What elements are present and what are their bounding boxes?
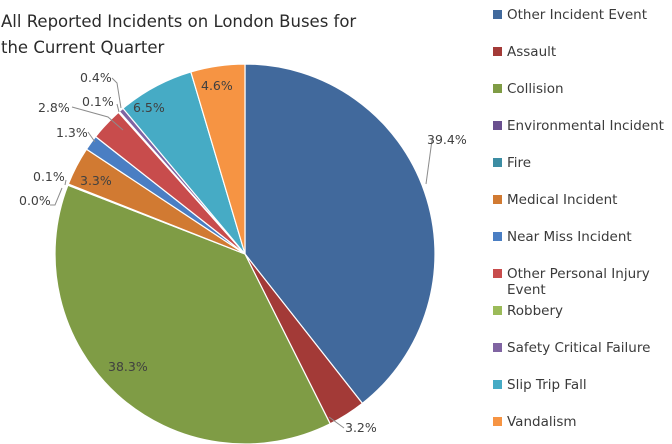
leader-line-other-personal-injury-event <box>71 106 124 131</box>
legend-item-other-incident-event: Other Incident Event <box>493 7 647 23</box>
legend-swatch-other-incident-event <box>493 10 502 19</box>
data-label-other-incident-event: 39.4% <box>427 132 467 147</box>
legend-swatch-medical-incident <box>493 195 502 204</box>
pie-slices <box>54 63 436 444</box>
pie-slice-other-incident-event <box>244 63 436 405</box>
legend-label-fire: Fire <box>507 155 531 171</box>
data-label-other-personal-injury-event: 2.8% <box>38 100 70 115</box>
legend-item-fire: Fire <box>493 155 531 171</box>
legend-label-robbery: Robbery <box>507 303 563 319</box>
pie-slice-collision <box>54 184 331 444</box>
legend-item-slip-trip-fall: Slip Trip Fall <box>493 377 587 393</box>
chart-title-line-1: All Reported Incidents on London Buses f… <box>1 12 356 31</box>
data-label-robbery: 0.1% <box>82 94 114 109</box>
legend-label-near-miss-incident: Near Miss Incident <box>507 229 632 245</box>
legend-label-other-incident-event: Other Incident Event <box>507 7 647 23</box>
data-label-assault: 3.2% <box>345 420 377 435</box>
legend-swatch-safety-critical-failure <box>493 343 502 352</box>
data-label-fire: 0.1% <box>33 169 65 184</box>
chart-title-line-2: the Current Quarter <box>1 38 165 57</box>
leader-line-environmental-incident <box>50 187 63 206</box>
legend-label-vandalism: Vandalism <box>507 414 577 430</box>
data-label-slip-trip-fall: 6.5% <box>133 100 165 115</box>
legend-swatch-near-miss-incident <box>493 232 502 241</box>
legend-item-vandalism: Vandalism <box>493 414 577 430</box>
legend-label-slip-trip-fall: Slip Trip Fall <box>507 377 587 393</box>
legend-item-other-personal-injury-event: Other Personal Injury Event <box>493 266 650 298</box>
data-label-collision: 38.3% <box>108 359 148 374</box>
legend-swatch-collision <box>493 84 502 93</box>
pie-slice-vandalism <box>190 63 246 255</box>
leader-line-robbery <box>116 103 120 113</box>
data-label-safety-critical-failure: 0.4% <box>80 70 112 85</box>
legend: Other Incident Event Assault Collision Envi… <box>493 7 664 430</box>
legend-item-collision: Collision <box>493 81 564 97</box>
legend-item-safety-critical-failure: Safety Critical Failure <box>493 340 650 356</box>
leader-line-assault <box>328 416 345 429</box>
legend-swatch-assault <box>493 47 502 56</box>
legend-swatch-fire <box>493 158 502 167</box>
legend-item-medical-incident: Medical Incident <box>493 192 617 208</box>
legend-label-medical-incident: Medical Incident <box>507 192 617 208</box>
legend-item-near-miss-incident: Near Miss Incident <box>493 229 632 245</box>
legend-item-robbery: Robbery <box>493 303 563 319</box>
legend-swatch-slip-trip-fall <box>493 380 502 389</box>
leader-line-safety-critical-failure <box>111 77 122 109</box>
data-labels: 39.4% 3.2% 38.3% 0.0% 0.1% 3.3% 1.3% 2.8% 0.1% 0.… <box>19 70 467 435</box>
leader-lines <box>50 77 433 429</box>
legend-label-collision: Collision <box>507 81 564 97</box>
leader-line-near-miss-incident <box>87 131 96 143</box>
legend-swatch-vandalism <box>493 417 502 426</box>
legend-item-assault: Assault <box>493 44 556 60</box>
legend-label-other-personal-injury-event: Other Personal Injury Event <box>507 266 650 298</box>
data-label-near-miss-incident: 1.3% <box>56 125 88 140</box>
data-label-medical-incident: 3.3% <box>80 173 112 188</box>
legend-label-assault: Assault <box>507 44 556 60</box>
legend-label-environmental-incident: Environmental Incident <box>507 118 664 134</box>
legend-swatch-robbery <box>493 306 502 315</box>
leader-line-fire <box>64 179 67 186</box>
legend-swatch-environmental-incident <box>493 121 502 130</box>
legend-item-environmental-incident: Environmental Incident <box>493 118 664 134</box>
data-label-environmental-incident: 0.0% <box>19 193 51 208</box>
data-label-vandalism: 4.6% <box>201 78 233 93</box>
legend-label-safety-critical-failure: Safety Critical Failure <box>507 340 650 356</box>
legend-swatch-other-personal-injury-event <box>493 269 502 278</box>
leader-line-other-incident-event <box>425 139 433 185</box>
